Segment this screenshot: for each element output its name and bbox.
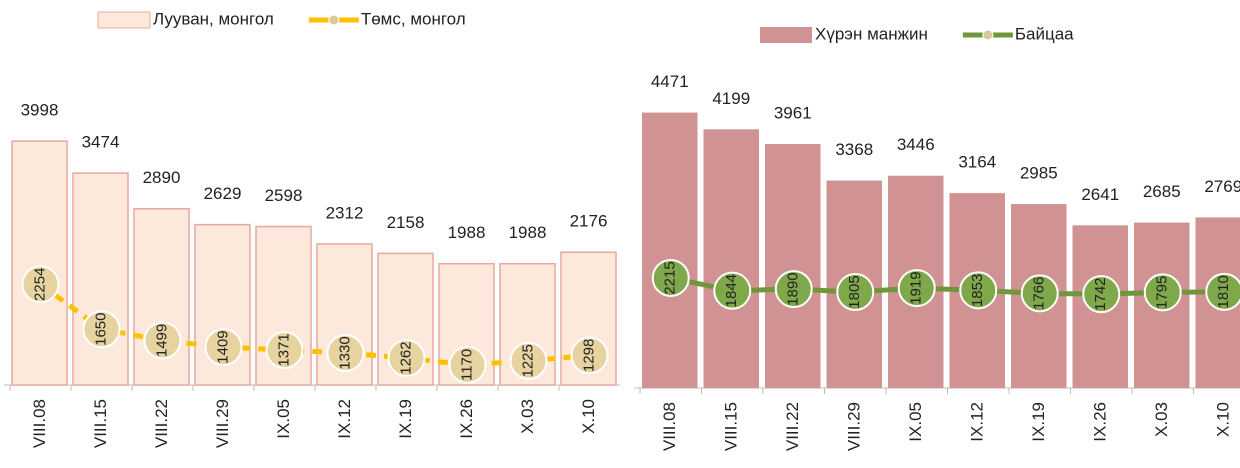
value-label: 1853 [969,274,986,307]
value-label: 3474 [82,133,120,152]
value-label: 2312 [326,203,364,222]
bar [704,129,760,388]
value-label: 2890 [143,168,181,187]
value-label: 1844 [723,274,740,307]
x-tick-label: VIII.29 [845,402,864,451]
value-label: 1919 [908,271,925,304]
x-tick-label: VIII.15 [722,402,741,451]
value-label: 1371 [275,333,292,366]
value-label: 1805 [846,275,863,308]
x-tick-label: IX.26 [457,399,476,439]
legend-marker [983,30,993,40]
x-tick-label: VIII.15 [91,399,110,448]
chart: VIII.08 VIII.15 VIII.22 VIII.29 IX.05 IX.12 IX… [0,0,1240,468]
legend-swatch [760,27,812,43]
value-label: 1298 [580,339,597,372]
value-label: 2215 [662,261,679,294]
value-label: 1262 [397,341,414,374]
x-tick-label: IX.19 [1029,402,1048,442]
legend-marker [329,15,339,25]
x-tick-label: IX.26 [1091,402,1110,442]
bar [73,173,128,385]
value-label: 2176 [570,212,608,231]
value-label: 4199 [712,89,750,108]
value-label: 1795 [1154,276,1171,309]
value-label: 2629 [204,184,242,203]
value-label: 1742 [1092,277,1109,310]
legend-label: Хүрэн манжин [815,24,928,43]
x-tick-label: VIII.29 [213,399,232,448]
legend-swatch [98,12,150,28]
bar [642,113,698,388]
value-label: 2254 [31,268,48,301]
value-label: 3164 [958,153,996,172]
value-label: 2685 [1143,182,1181,201]
legend-label: Байцаа [1015,24,1074,43]
value-label: 1330 [336,336,353,369]
value-label: 1225 [519,344,536,377]
value-label: 1988 [509,223,547,242]
value-label: 2158 [387,213,425,232]
value-label: 1409 [214,330,231,363]
x-tick-label: IX.05 [274,399,293,439]
value-label: 4471 [651,72,689,91]
x-tick-label: VIII.08 [30,399,49,448]
value-label: 3961 [774,103,812,122]
value-label: 3446 [897,135,935,154]
value-label: 2769 [1204,177,1240,196]
x-tick-label: X.03 [1152,402,1171,437]
value-label: 3998 [21,101,59,120]
bar [765,144,821,388]
value-label: 2641 [1081,185,1119,204]
x-tick-label: IX.05 [906,402,925,442]
x-tick-label: X.10 [579,399,598,434]
x-tick-label: X.03 [518,399,537,434]
value-label: 3368 [835,140,873,159]
x-tick-label: VIII.22 [152,399,171,448]
x-tick-label: IX.12 [335,399,354,439]
value-label: 2985 [1020,164,1058,183]
value-label: 1810 [1215,275,1232,308]
value-label: 1890 [785,272,802,305]
x-tick-label: VIII.22 [783,402,802,451]
value-label: 1766 [1031,277,1048,310]
value-label: 1988 [448,223,486,242]
value-label: 1170 [458,349,475,381]
x-tick-label: VIII.08 [660,402,679,451]
x-tick-label: IX.19 [396,399,415,439]
x-tick-label: IX.12 [968,402,987,442]
value-label: 1499 [153,324,170,357]
value-label: 1650 [92,313,109,346]
bar [12,141,67,385]
legend-label: Төмс, монгол [361,9,466,28]
legend-label: Лууван, монгол [153,9,274,28]
x-tick-label: X.10 [1214,402,1233,437]
value-label: 2598 [265,186,303,205]
